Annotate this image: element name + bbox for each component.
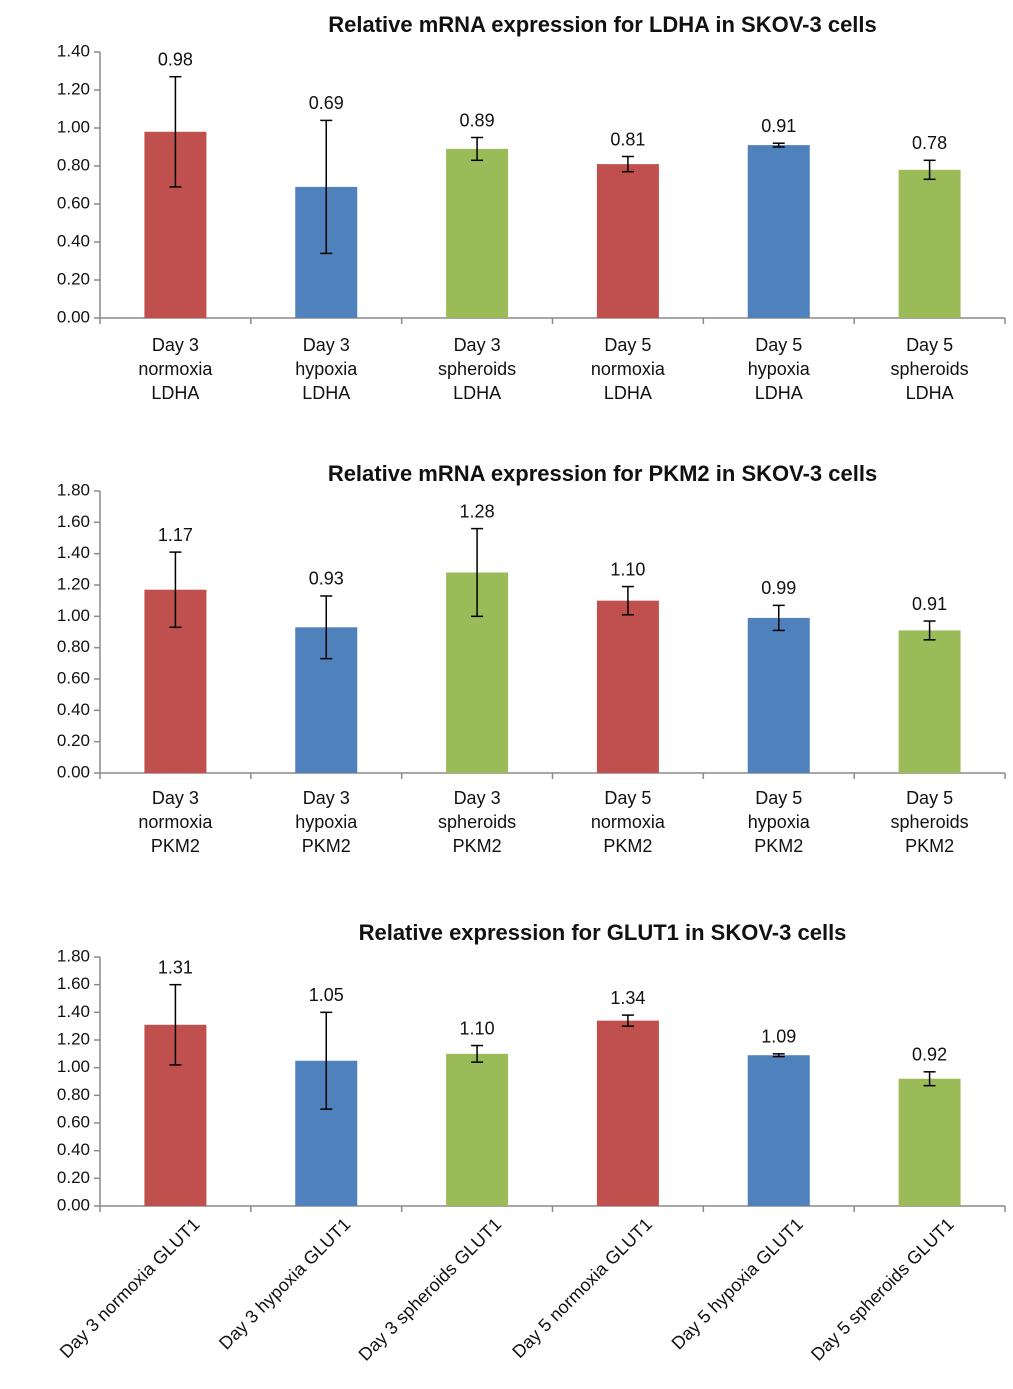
y-tick-label: 0.00 [57, 307, 90, 326]
x-tick-label: Day 5 hypoxia GLUT1 [668, 1214, 807, 1353]
value-label: 0.69 [309, 93, 344, 113]
y-tick-label: 0.00 [57, 1195, 90, 1214]
y-tick-label: 0.60 [57, 193, 90, 212]
value-label: 0.91 [912, 594, 947, 614]
x-tick-label: Day 3 normoxia LDHA [138, 335, 213, 403]
y-tick-label: 1.60 [57, 512, 90, 531]
y-tick-label: 1.40 [57, 1002, 90, 1021]
value-label: 1.28 [460, 501, 495, 521]
y-tick-label: 0.40 [57, 1140, 90, 1159]
value-label: 1.34 [610, 988, 645, 1008]
y-tick-label: 1.40 [57, 543, 90, 562]
value-label: 1.10 [460, 1018, 495, 1038]
y-tick-label: 1.40 [57, 41, 90, 60]
value-label: 1.05 [309, 985, 344, 1005]
x-tick-label: Day 3 spheroids PKM2 [438, 788, 517, 856]
y-tick-label: 0.00 [57, 762, 90, 781]
bar [898, 1078, 961, 1206]
bar [747, 1055, 810, 1206]
y-tick-label: 0.60 [57, 668, 90, 687]
value-label: 1.17 [158, 525, 193, 545]
y-tick-label: 1.20 [57, 79, 90, 98]
y-tick-label: 1.60 [57, 974, 90, 993]
value-label: 0.92 [912, 1045, 947, 1065]
chart-title: Relative expression for GLUT1 in SKOV-3 … [359, 920, 847, 945]
y-tick-label: 0.80 [57, 637, 90, 656]
x-tick-label: Day 5 spheroids PKM2 [890, 788, 969, 856]
bar [747, 617, 810, 773]
y-tick-label: 0.20 [57, 269, 90, 288]
x-tick-label: Day 5 spheroids LDHA [890, 335, 969, 403]
value-label: 0.98 [158, 49, 193, 69]
y-tick-label: 1.20 [57, 574, 90, 593]
x-tick-label: Day 5 normoxia LDHA [590, 335, 665, 403]
x-tick-label: Day 3 hypoxia PKM2 [295, 788, 358, 856]
bar [596, 164, 659, 318]
y-tick-label: 0.80 [57, 155, 90, 174]
bar [446, 1053, 509, 1206]
y-tick-label: 1.00 [57, 1057, 90, 1076]
bar [596, 600, 659, 773]
value-label: 1.10 [610, 559, 645, 579]
x-tick-label: Day 3 spheroids LDHA [438, 335, 517, 403]
y-tick-label: 1.80 [57, 946, 90, 965]
y-tick-label: 0.20 [57, 731, 90, 750]
x-tick-label: Day 5 spheroids GLUT1 [807, 1214, 958, 1365]
y-tick-label: 1.00 [57, 606, 90, 625]
x-tick-label: Day 5 normoxia PKM2 [590, 788, 665, 856]
x-tick-label: Day 5 hypoxia PKM2 [747, 788, 810, 856]
x-tick-label: Day 3 hypoxia LDHA [295, 335, 358, 403]
value-label: 0.89 [460, 110, 495, 130]
value-label: 0.81 [610, 129, 645, 149]
bar [747, 145, 810, 318]
x-tick-label: Day 3 normoxia PKM2 [138, 788, 213, 856]
y-tick-label: 1.80 [57, 480, 90, 499]
y-tick-label: 1.20 [57, 1029, 90, 1048]
bar [596, 1020, 659, 1206]
x-tick-label: Day 5 normoxia GLUT1 [508, 1214, 656, 1362]
y-tick-label: 0.80 [57, 1085, 90, 1104]
bar [446, 148, 509, 318]
bar [898, 630, 961, 773]
y-tick-label: 0.60 [57, 1112, 90, 1131]
value-label: 0.93 [309, 569, 344, 589]
bar [898, 169, 961, 318]
value-label: 1.31 [158, 957, 193, 977]
y-tick-label: 0.40 [57, 700, 90, 719]
y-tick-label: 0.40 [57, 231, 90, 250]
x-tick-label: Day 3 spheroids GLUT1 [355, 1214, 506, 1365]
y-tick-label: 0.20 [57, 1168, 90, 1187]
x-tick-label: Day 5 hypoxia LDHA [747, 335, 810, 403]
y-tick-label: 1.00 [57, 117, 90, 136]
chart-title: Relative mRNA expression for LDHA in SKO… [328, 12, 877, 37]
chart-title: Relative mRNA expression for PKM2 in SKO… [328, 461, 877, 486]
value-label: 1.09 [761, 1027, 796, 1047]
value-label: 0.91 [761, 116, 796, 136]
value-label: 0.78 [912, 133, 947, 153]
x-tick-label: Day 3 hypoxia GLUT1 [215, 1214, 354, 1353]
value-label: 0.99 [761, 578, 796, 598]
x-tick-label: Day 3 normoxia GLUT1 [56, 1214, 204, 1362]
